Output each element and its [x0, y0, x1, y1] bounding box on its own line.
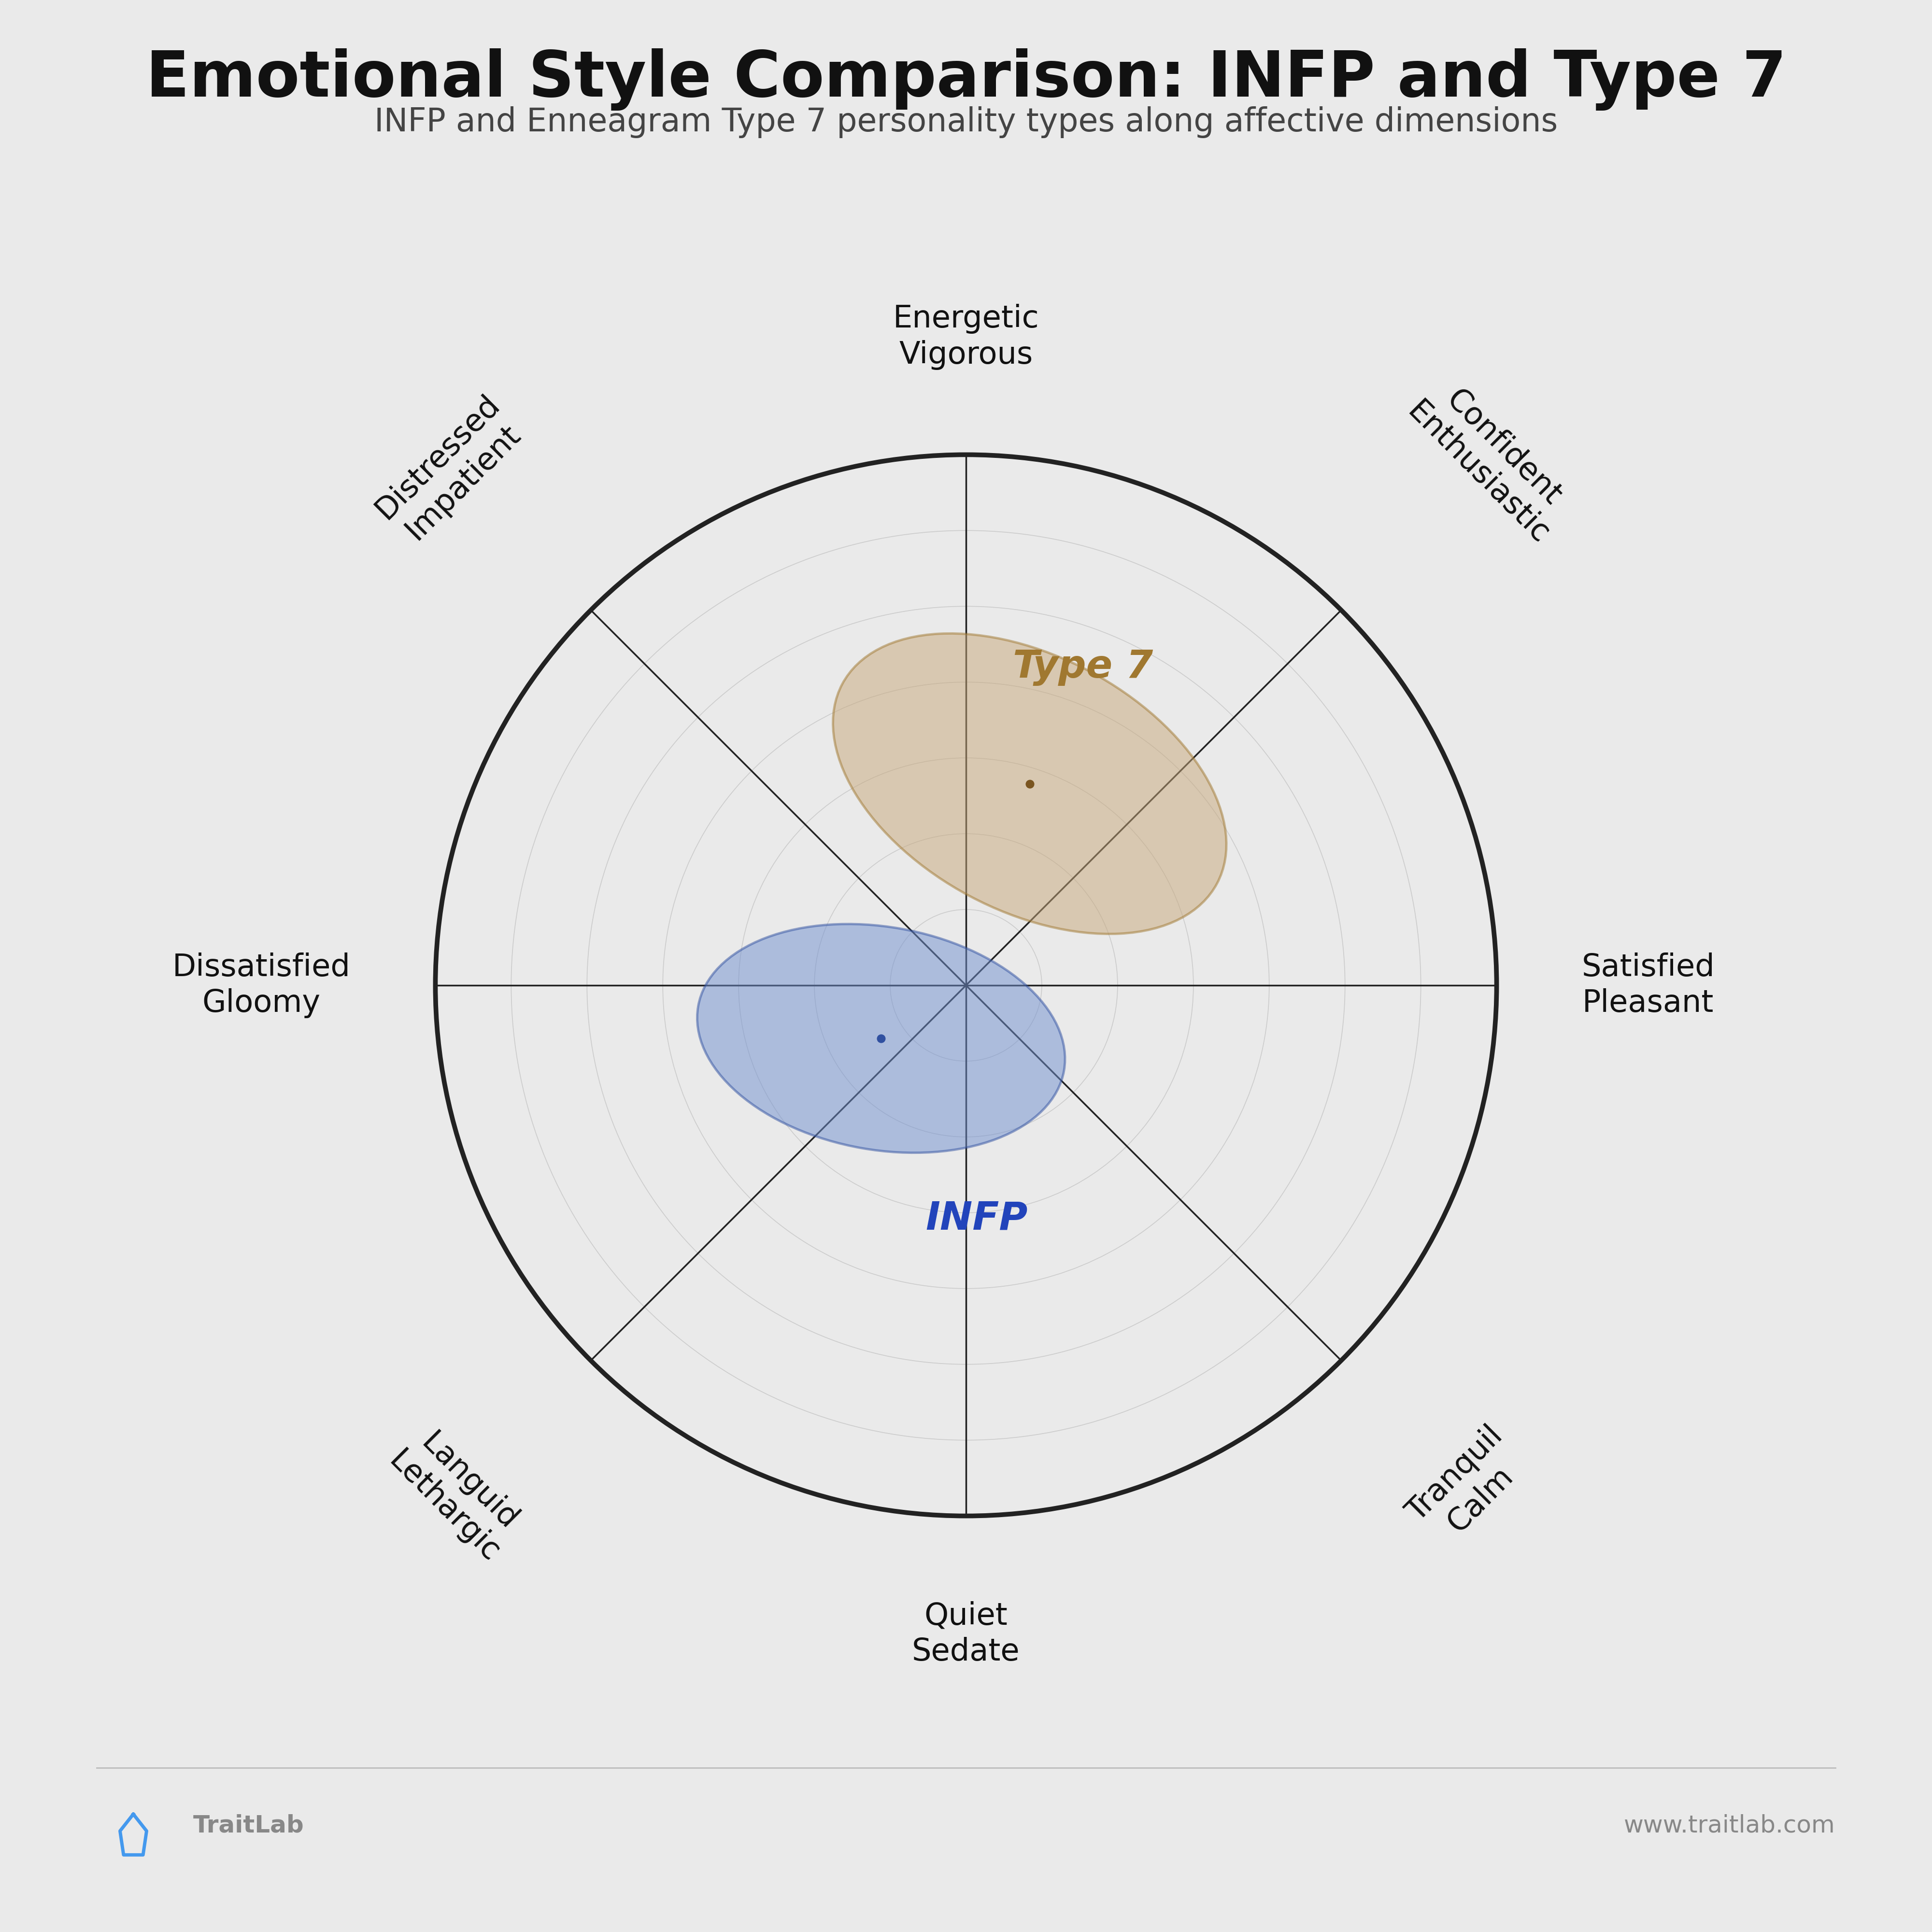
Text: Distressed
Impatient: Distressed Impatient: [369, 388, 531, 551]
Ellipse shape: [833, 634, 1227, 933]
Text: Languid
Lethargic: Languid Lethargic: [383, 1420, 531, 1569]
Ellipse shape: [697, 923, 1065, 1153]
Text: Quiet
Sedate: Quiet Sedate: [912, 1602, 1020, 1667]
Text: Dissatisfied
Gloomy: Dissatisfied Gloomy: [172, 952, 350, 1018]
Text: Tranquil
Calm: Tranquil Calm: [1401, 1420, 1534, 1553]
Text: TraitLab: TraitLab: [193, 1814, 303, 1837]
Text: INFP and Enneagram Type 7 personality types along affective dimensions: INFP and Enneagram Type 7 personality ty…: [375, 106, 1557, 139]
Text: INFP: INFP: [925, 1200, 1028, 1238]
Text: Type 7: Type 7: [1012, 647, 1153, 686]
Text: Emotional Style Comparison: INFP and Type 7: Emotional Style Comparison: INFP and Typ…: [145, 48, 1787, 110]
Text: Energetic
Vigorous: Energetic Vigorous: [893, 303, 1039, 369]
Text: Confident
Enthusiastic: Confident Enthusiastic: [1401, 371, 1580, 551]
Text: Satisfied
Pleasant: Satisfied Pleasant: [1582, 952, 1716, 1018]
Text: www.traitlab.com: www.traitlab.com: [1625, 1814, 1835, 1837]
